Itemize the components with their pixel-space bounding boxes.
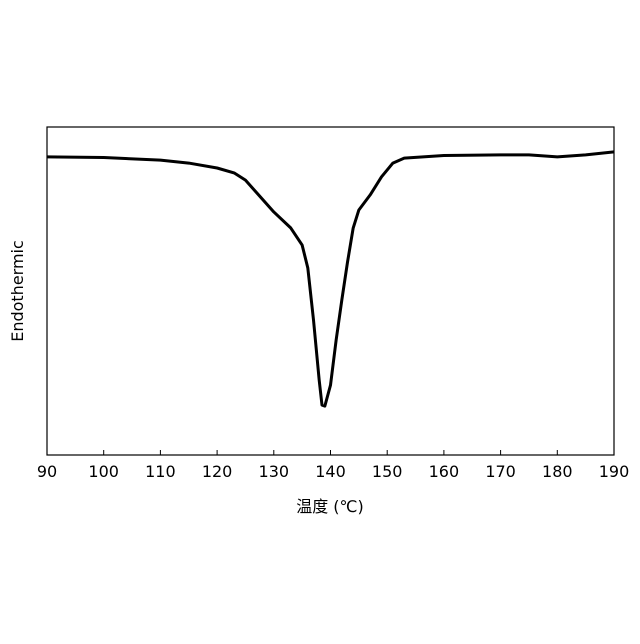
data-line [47, 152, 614, 406]
x-tick-label: 180 [542, 462, 573, 481]
x-tick-label: 120 [202, 462, 233, 481]
x-tick-label: 100 [88, 462, 119, 481]
x-tick-label: 160 [429, 462, 460, 481]
x-tick-label: 190 [599, 462, 630, 481]
x-axis-label: 温度 (℃) [296, 497, 364, 516]
x-tick-label: 170 [485, 462, 516, 481]
plot-frame [47, 127, 614, 455]
x-tick-label: 130 [259, 462, 290, 481]
x-tick-label: 150 [372, 462, 403, 481]
x-tick-label: 110 [145, 462, 176, 481]
page: {"chart_data": {"type": "line", "xlabel"… [0, 0, 640, 644]
x-tick-label: 140 [315, 462, 346, 481]
y-axis-label: Endothermic [8, 240, 27, 342]
x-tick-label: 90 [37, 462, 57, 481]
chart: 温度 (℃) Endothermic 90 100 110 120 130 140 150 1… [0, 0, 640, 640]
